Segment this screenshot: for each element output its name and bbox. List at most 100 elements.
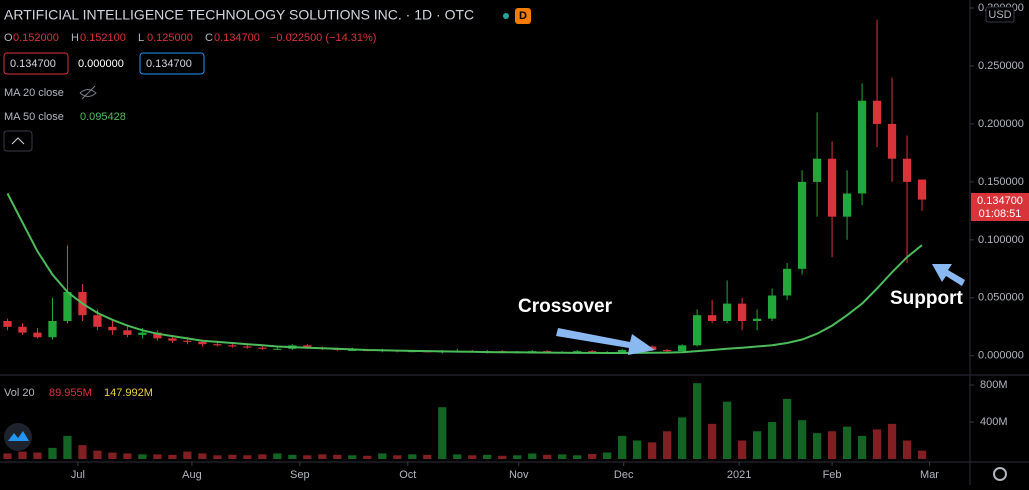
candle-body (693, 315, 702, 346)
candle-body (198, 341, 207, 345)
volume-bar (3, 453, 12, 459)
volume-bar (378, 453, 387, 459)
ma50-name: MA 50 close (4, 111, 64, 123)
volume-bar (228, 454, 237, 459)
last-price: 0.134700 (977, 195, 1023, 207)
x-tick-label: Jul (71, 469, 85, 481)
candle-body (767, 295, 777, 319)
x-tick-label: 2021 (727, 469, 751, 481)
volume-bar (363, 455, 372, 459)
volume-bar (902, 440, 912, 459)
volume-bar (213, 455, 222, 459)
y-tick-label: 400M (980, 416, 1008, 428)
candle-body (273, 348, 282, 350)
volume-bar (108, 452, 117, 459)
ohlc-value: 0.125000 (147, 32, 193, 44)
volume-bar (303, 455, 312, 459)
candle-body (303, 345, 312, 348)
x-tick-label: Nov (509, 469, 529, 481)
settings-icon[interactable] (993, 467, 1007, 481)
y-tick-label: 0.200000 (978, 118, 1024, 130)
quote-box (139, 52, 205, 75)
volume-bar (78, 445, 87, 459)
volume-bar (842, 426, 852, 459)
volume-bar (93, 450, 102, 459)
ohlc-key: H (71, 32, 79, 44)
candle-body (138, 332, 147, 335)
candle-body (782, 268, 792, 296)
volume-name: Vol 20 (4, 387, 35, 399)
candle-body (213, 344, 222, 346)
candle-body (752, 318, 762, 321)
volume-bar (138, 454, 147, 459)
hidden-icon[interactable] (79, 85, 97, 100)
volume-bar (183, 451, 192, 459)
ohlc-value: 0.152100 (80, 32, 126, 44)
volume-bar (708, 423, 717, 459)
candle-body (842, 193, 852, 217)
volume-bar (528, 453, 537, 459)
volume-bar (663, 431, 672, 459)
volume-bar (797, 420, 807, 459)
currency: USD (988, 9, 1011, 21)
volume-bar (468, 455, 477, 459)
change: −0.022500 (−14.31%) (270, 32, 376, 44)
volume-bar (917, 450, 927, 459)
candle-body (18, 326, 27, 333)
volume-bar (498, 455, 507, 459)
annotation: Crossover (518, 296, 613, 317)
currency-box[interactable] (985, 6, 1015, 23)
candle-body (228, 345, 237, 347)
volume-bar (543, 454, 552, 459)
interval-badge (515, 8, 531, 24)
volume-bar (258, 454, 267, 459)
volume-bar (483, 454, 492, 459)
quote-box (3, 52, 69, 75)
y-tick-label: 0.150000 (978, 176, 1024, 188)
volume-bar (887, 423, 897, 459)
candle-body (737, 303, 747, 321)
y-tick-label: 0.000000 (978, 350, 1024, 362)
volume-bar (588, 453, 597, 459)
candle-body (872, 100, 882, 124)
candle-body (797, 181, 807, 269)
volume-bar (153, 454, 162, 459)
volume-bar (678, 417, 687, 459)
status-dot (503, 13, 509, 19)
candle-body (857, 100, 867, 194)
volume-bar (767, 422, 777, 459)
volume-bar (393, 455, 402, 459)
logo[interactable] (4, 423, 32, 451)
quote-value: 0.000000 (78, 58, 124, 70)
volume-bar (348, 455, 357, 459)
volume-bar (288, 454, 297, 459)
candle-body (3, 320, 12, 327)
candle-body (618, 349, 627, 353)
volume-bar (33, 452, 42, 459)
candle-body (63, 292, 72, 321)
plot: 0.000000 0.050000 0.100000 0.150000 0.200000… (3, 2, 1024, 481)
volume-bar (618, 435, 627, 459)
volume-bar (243, 455, 252, 459)
annotation-arrow (932, 264, 965, 286)
volume-bar (423, 454, 432, 459)
candle-body (812, 158, 822, 182)
collapse-button[interactable] (3, 130, 33, 152)
ma20-name: MA 20 close (4, 87, 64, 99)
x-tick-label: Oct (399, 469, 416, 481)
volume-bar (48, 447, 57, 459)
volume-bar (453, 454, 462, 459)
volume-bar (168, 454, 177, 459)
ohlc-value: 0.134700 (214, 32, 260, 44)
candle-body (168, 338, 177, 341)
ohlc-key: L (138, 32, 144, 44)
countdown: 01:08:51 (979, 208, 1022, 220)
ohlc-key: O (4, 32, 13, 44)
volume-bar (648, 442, 657, 459)
candle-body (723, 303, 732, 321)
volume-bar (18, 451, 27, 459)
volume-bar (633, 440, 642, 459)
y-tick-label: 0.050000 (978, 292, 1024, 304)
